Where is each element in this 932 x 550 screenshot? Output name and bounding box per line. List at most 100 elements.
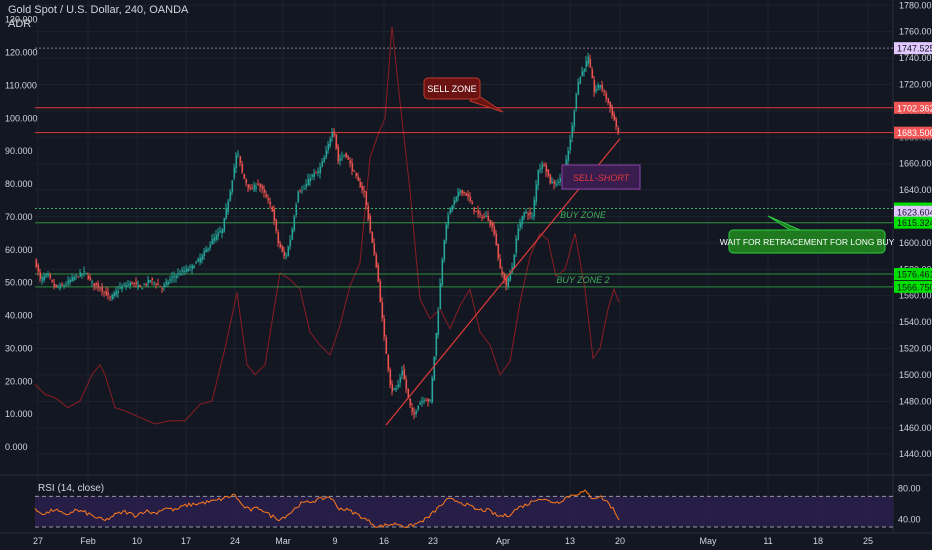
candle-body-40 — [115, 291, 118, 295]
candle-body-207 — [449, 207, 452, 214]
candle-body-174 — [383, 318, 386, 337]
candle-body-25 — [85, 272, 88, 274]
candle-body-2 — [39, 272, 42, 279]
candle-body-190 — [415, 411, 418, 414]
candle-body-199 — [433, 356, 436, 380]
price-tag-bg-7 — [894, 280, 932, 293]
candle-body-49 — [133, 282, 136, 284]
candle-body-214 — [463, 192, 466, 194]
candle-body-175 — [385, 337, 388, 354]
candle-body-273 — [581, 71, 584, 76]
candle-body-239 — [513, 255, 516, 268]
candle-body-172 — [379, 280, 382, 302]
candle-body-161 — [357, 176, 360, 181]
candle-body-92 — [219, 230, 222, 233]
candle-body-228 — [491, 222, 494, 228]
candle-body-114 — [263, 189, 266, 193]
candle-body-176 — [387, 354, 390, 370]
price-tick-label-1: 1460.00 — [899, 423, 932, 433]
adr-tick-label-1: 10.000 — [5, 409, 33, 419]
rsi-band — [35, 496, 893, 527]
candle-body-51 — [137, 284, 140, 288]
candle-body-286 — [607, 98, 610, 103]
candle-body-129 — [293, 217, 296, 231]
time-tick-label-11: 20 — [615, 536, 625, 546]
candle-body-145 — [325, 150, 328, 158]
candle-body-113 — [261, 186, 264, 189]
candle-body-209 — [453, 200, 456, 205]
candle-body-241 — [517, 228, 520, 240]
candle-body-140 — [315, 172, 318, 174]
candle-body-115 — [265, 194, 268, 197]
candle-body-8 — [51, 280, 54, 282]
buy-zone-label: BUY ZONE — [560, 210, 607, 220]
candle-body-133 — [301, 189, 304, 191]
time-tick-label-1: Feb — [80, 536, 96, 546]
candle-body-162 — [359, 181, 362, 188]
rsi-layer: 40.00 80.00 — [34, 484, 921, 529]
candle-body-32 — [99, 287, 102, 289]
candle-body-103 — [241, 163, 244, 172]
candle-body-250 — [535, 184, 538, 202]
candle-body-188 — [411, 408, 414, 412]
candle-body-27 — [89, 277, 92, 280]
candle-body-36 — [107, 292, 110, 295]
candle-body-237 — [509, 272, 512, 281]
candle-body-266 — [567, 150, 570, 161]
candle-body-82 — [199, 257, 202, 263]
candle-body-70 — [175, 275, 178, 278]
candle-body-227 — [489, 219, 492, 226]
candle-body-11 — [57, 286, 60, 288]
candle-body-81 — [197, 258, 200, 262]
candle-body-35 — [105, 291, 108, 296]
candle-body-67 — [169, 279, 172, 281]
candle-body-235 — [505, 278, 508, 286]
candle-body-48 — [131, 282, 134, 284]
candle-body-218 — [471, 202, 474, 205]
candle-body-121 — [277, 232, 280, 244]
candle-body-1 — [37, 264, 40, 272]
candle-body-243 — [521, 216, 524, 225]
candle-body-66 — [167, 282, 170, 284]
rsi-tick-label-1: 80.00 — [898, 484, 921, 494]
price-tick-label-4: 1520.00 — [899, 344, 932, 354]
price-tick-label-6: 1560.00 — [899, 291, 932, 301]
candle-body-217 — [469, 196, 472, 201]
candle-body-179 — [393, 388, 396, 390]
candle-body-18 — [71, 277, 74, 281]
candle-body-28 — [91, 281, 94, 283]
adr-tick-label-12: 120.000 — [5, 48, 38, 58]
price-tag-label-4: 1623.604 — [897, 207, 932, 217]
adr-tick-label-10: 100.000 — [5, 113, 38, 123]
candle-body-261 — [557, 181, 560, 183]
indicator-label: ADR — [8, 18, 32, 30]
price-tag-label-7: 1566.750 — [897, 282, 932, 292]
candle-body-65 — [165, 281, 168, 285]
candle-body-231 — [497, 244, 500, 258]
candle-body-156 — [347, 156, 350, 160]
candle-body-71 — [177, 273, 180, 275]
candle-body-93 — [221, 228, 224, 234]
candle-body-187 — [409, 398, 412, 406]
symbol-title: Gold Spot / U.S. Dollar, 240, OANDA — [8, 4, 189, 16]
candle-body-95 — [225, 208, 228, 219]
candle-body-146 — [327, 143, 330, 151]
candle-body-219 — [473, 207, 476, 212]
candle-body-97 — [229, 191, 232, 201]
candle-body-234 — [503, 274, 506, 281]
candle-body-100 — [235, 155, 238, 168]
candle-body-89 — [213, 237, 216, 241]
candle-body-43 — [121, 286, 124, 290]
adr-tick-label-0: 0.000 — [5, 442, 28, 452]
candle-body-23 — [81, 273, 84, 275]
candle-body-41 — [117, 291, 120, 293]
candle-body-184 — [403, 369, 406, 380]
candle-body-212 — [459, 190, 462, 193]
candle-body-24 — [83, 270, 86, 272]
candle-body-180 — [395, 388, 398, 390]
candle-body-21 — [77, 276, 80, 278]
candle-body-182 — [399, 377, 402, 383]
candle-body-204 — [443, 240, 446, 261]
candle-body-73 — [181, 270, 184, 272]
